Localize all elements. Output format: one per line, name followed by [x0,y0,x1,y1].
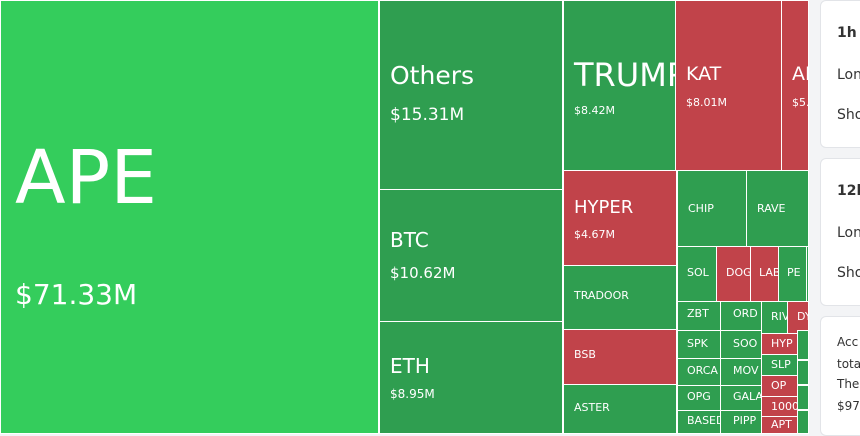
card-line: The [837,377,860,391]
tile-value: $4.67M [574,228,615,241]
tile-label: APT [771,418,792,431]
tile[interactable]: SPK [677,330,721,359]
tile-value: $5. [792,96,809,109]
tile[interactable]: Others $15.31M [379,0,563,190]
tile-sliver [797,410,809,434]
tile-label: MOV [733,364,759,377]
tile[interactable]: CHIP [677,170,747,247]
tile-label: ORD [733,307,758,320]
tile-label: RAVE [757,202,786,215]
tile[interactable]: HYPER $4.67M [563,170,677,266]
tile-value: $8.95M [390,387,435,401]
card-line: Lon [837,225,860,241]
tile-label: TRADOOR [574,289,629,302]
tile-label: PE [787,266,801,279]
tile[interactable]: PIPP [720,410,762,434]
tile-sliver [797,385,809,410]
tile-value: $8.42M [574,104,615,117]
tile-label: LAB [759,266,779,279]
tile-label: OP [771,379,787,392]
card-line: Sho [837,107,860,123]
tile[interactable]: OP [761,375,798,397]
tile[interactable]: OPG [677,385,721,411]
tile[interactable]: ASTER [563,384,677,434]
tile-label: ASTER [574,401,610,414]
tile[interactable]: PE [778,246,809,302]
tile-sliver [797,360,809,385]
tile[interactable]: BASED [677,410,721,434]
tile-label: APE [15,135,158,221]
tile[interactable]: TRADOOR [563,265,677,330]
tile-label: AI [792,63,809,85]
tile[interactable]: AI $5. [781,0,809,171]
card: 12h Lon Sho [820,158,860,306]
tile-label: OPG [687,390,711,403]
tile-label: TRUMP [574,56,676,94]
tile-label: SOO [733,337,758,350]
tile[interactable]: SLP [761,354,798,376]
tile-label: SLP [771,358,791,371]
tile-label: KAT [686,63,722,85]
tile-label: HYP [771,337,793,350]
tile-label: 1000 [771,400,798,413]
card-heading: 1h [837,25,857,41]
card: 1h Lon Sho [820,0,860,148]
tile-label: PIPP [733,414,757,427]
tile-label: ETH [390,354,430,378]
tile-value: $15.31M [390,105,465,125]
tile-label: RIV [771,310,788,323]
card-line: Lon [837,67,860,83]
tile-label: BASED [687,414,721,427]
card-heading: 12h [837,183,860,199]
tile[interactable]: RAVE [746,170,809,247]
tile[interactable]: RIV [761,301,788,334]
tile[interactable]: APT [761,416,798,434]
tile[interactable]: 1000 [761,396,798,417]
tile[interactable]: GALA [720,385,762,411]
tile[interactable]: SOL [677,246,717,302]
tile-label: ORCA [687,364,718,377]
tile[interactable]: KAT $8.01M [675,0,782,171]
tile-value: $10.62M [390,264,456,282]
tile[interactable]: TRUMP $8.42M [563,0,676,171]
tile-sliver [806,246,809,302]
tile[interactable]: ORCA [677,358,721,386]
tile[interactable]: APE $71.33M [0,0,379,434]
tile[interactable]: BSB [563,329,677,385]
tile-label: DY [797,310,808,323]
card-line: tota [837,357,860,371]
tile[interactable]: LAB [750,246,779,302]
tile-value: $71.33M [15,278,138,311]
tile-label: SPK [687,337,708,350]
card-line: Sho [837,265,860,281]
card-line: $97 [837,399,860,413]
tile-label: BSB [574,348,596,361]
tile-value: $8.01M [686,96,727,109]
tile-label: BTC [390,228,429,252]
treemap: APE $71.33M Others $15.31M BTC $10.62M ETH $8.9… [0,0,809,434]
tile-label: Others [390,61,475,90]
tile[interactable]: SOO [720,330,762,359]
tile[interactable]: MOV [720,358,762,386]
tile[interactable]: ZBT [677,301,721,331]
tile[interactable]: ORD [720,301,762,331]
tile-label: SOL [687,266,709,279]
tile-label: ZBT [687,307,709,320]
tile[interactable]: HYP [761,333,798,355]
tile-label: CHIP [688,202,714,215]
tile-sliver [797,330,809,360]
tile-label: DOG [726,266,751,279]
tile[interactable]: DOG [716,246,751,302]
tile[interactable]: ETH $8.95M [379,321,563,434]
tile-label: GALA [733,390,762,403]
card-line: Acc [837,335,859,349]
tile[interactable]: BTC $10.62M [379,189,563,322]
tile-label: HYPER [574,197,634,218]
card: Acc tota The $97 [820,316,860,436]
